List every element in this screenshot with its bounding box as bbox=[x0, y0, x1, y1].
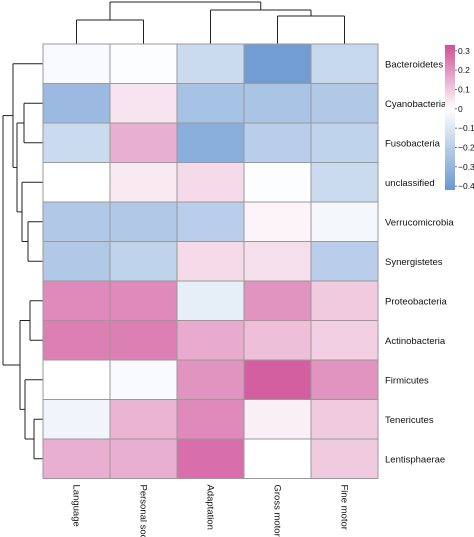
heatmap-cell bbox=[109, 122, 178, 163]
row-label: Actinobacteria bbox=[385, 336, 446, 347]
heatmap-cell bbox=[42, 241, 111, 282]
column-dendrogram bbox=[76, 1, 345, 44]
heatmap-cell bbox=[243, 399, 312, 440]
heatmap-cell bbox=[176, 241, 245, 282]
heatmap-cell bbox=[109, 399, 178, 440]
heatmap-cell bbox=[109, 43, 178, 84]
heatmap-cell bbox=[42, 399, 111, 440]
heatmap-cell bbox=[310, 43, 379, 84]
heatmap-cell bbox=[176, 438, 245, 479]
heatmap-cell bbox=[310, 201, 379, 242]
heatmap-cell bbox=[310, 280, 379, 321]
row-label: unclassified bbox=[385, 178, 435, 189]
row-label: Synergistetes bbox=[385, 257, 443, 268]
heatmap-cell bbox=[310, 83, 379, 124]
heatmap-cell bbox=[243, 438, 312, 479]
heatmap-cell bbox=[243, 83, 312, 124]
heatmap-cell bbox=[109, 201, 178, 242]
heatmap-cell bbox=[243, 320, 312, 361]
row-label: Tenericutes bbox=[385, 415, 434, 426]
row-labels: Bacteroidetes Cyanobacteria Fusobacteria un… bbox=[385, 59, 454, 465]
heatmap-cell bbox=[176, 83, 245, 124]
row-label: Bacteroidetes bbox=[385, 59, 443, 70]
heatmap-cell bbox=[42, 83, 111, 124]
row-dendrogram bbox=[2, 63, 43, 460]
column-label: Language bbox=[71, 485, 82, 527]
heatmap-cell bbox=[176, 359, 245, 400]
heatmap-cell bbox=[109, 320, 178, 361]
legend-tick-label: −0.1 bbox=[458, 123, 474, 133]
heatmap-cell bbox=[176, 43, 245, 84]
legend-tick-label: 0.1 bbox=[458, 84, 470, 94]
heatmap-cell bbox=[109, 162, 178, 203]
heatmap-cell bbox=[243, 122, 312, 163]
color-legend: 0.3 0.2 0.1 0 −0.1 −0.2 −0.3 −0.4 bbox=[445, 45, 474, 191]
heatmap-cell bbox=[310, 320, 379, 361]
heatmap-cell bbox=[243, 359, 312, 400]
heatmap-cell bbox=[310, 241, 379, 282]
heatmap-cell bbox=[109, 359, 178, 400]
column-labels: Language Personal social Adaptation Gross m… bbox=[71, 485, 350, 537]
legend-tick-label: −0.4 bbox=[458, 181, 474, 191]
row-label: Lentisphaerae bbox=[385, 454, 445, 465]
heatmap-cell bbox=[243, 280, 312, 321]
heatmap-cell bbox=[243, 43, 312, 84]
column-label: Adaptation bbox=[205, 485, 216, 530]
column-label: Fine motor bbox=[339, 485, 350, 530]
heatmap-cell bbox=[42, 280, 111, 321]
heatmap-cell bbox=[109, 280, 178, 321]
heatmap-cell bbox=[176, 280, 245, 321]
legend-color-bar bbox=[445, 45, 455, 190]
legend-tick-label: −0.2 bbox=[458, 142, 474, 152]
heatmap-cells bbox=[42, 43, 379, 479]
heatmap-cell bbox=[243, 201, 312, 242]
heatmap-cell bbox=[42, 438, 111, 479]
heatmap-cell bbox=[109, 83, 178, 124]
heatmap-cell bbox=[310, 438, 379, 479]
heatmap-cell bbox=[42, 122, 111, 163]
heatmap-cell bbox=[243, 162, 312, 203]
heatmap-cell bbox=[310, 122, 379, 163]
row-label: Cyanobacteria bbox=[385, 99, 447, 110]
legend-tick-label: 0.2 bbox=[458, 65, 470, 75]
row-label: Proteobacteria bbox=[385, 296, 448, 307]
heatmap-cell bbox=[42, 320, 111, 361]
row-label: Firmicutes bbox=[385, 375, 429, 386]
heatmap-cell bbox=[42, 162, 111, 203]
heatmap-cell bbox=[176, 162, 245, 203]
legend-tick-label: 0 bbox=[458, 104, 463, 114]
row-label: Fusobacteria bbox=[385, 138, 441, 149]
row-label: Verrucomicrobia bbox=[385, 217, 454, 228]
column-label: Gross motor bbox=[272, 485, 283, 537]
heatmap-cell bbox=[310, 162, 379, 203]
heatmap-cell bbox=[310, 359, 379, 400]
legend-tick-label: −0.3 bbox=[458, 162, 474, 172]
heatmap-cell bbox=[42, 359, 111, 400]
heatmap-cell bbox=[310, 399, 379, 440]
column-label: Personal social bbox=[138, 485, 149, 537]
heatmap-cell bbox=[109, 241, 178, 282]
heatmap-cell bbox=[42, 201, 111, 242]
legend-ticks: 0.3 0.2 0.1 0 −0.1 −0.2 −0.3 −0.4 bbox=[455, 46, 474, 191]
heatmap-cell bbox=[176, 399, 245, 440]
heatmap-cell bbox=[42, 43, 111, 84]
legend-tick-label: 0.3 bbox=[458, 46, 470, 56]
heatmap-cell bbox=[176, 122, 245, 163]
heatmap-cell bbox=[109, 438, 178, 479]
heatmap-cell bbox=[243, 241, 312, 282]
heatmap-cell bbox=[176, 320, 245, 361]
heatmap-cell bbox=[176, 201, 245, 242]
